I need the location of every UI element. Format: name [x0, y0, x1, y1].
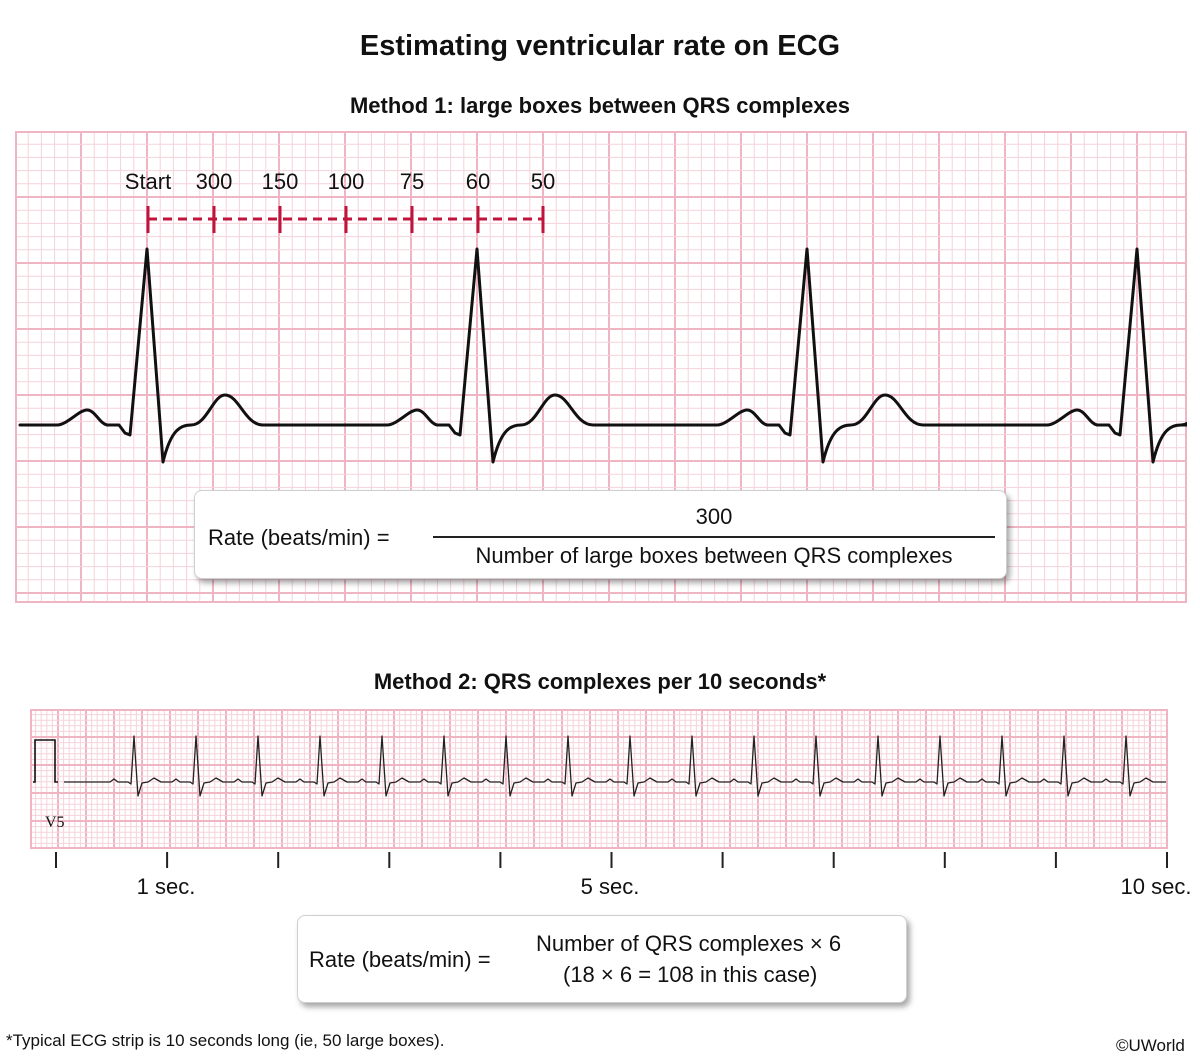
ecg-grid-rhythm: [30, 709, 1168, 849]
page-title: Estimating ventricular rate on ECG: [359, 30, 841, 62]
marker-label-60: 60: [465, 169, 491, 194]
formula1-lhs: Rate (beats/min) =: [208, 525, 390, 550]
formula2-line1: Number of QRS complexes × 6: [536, 931, 842, 956]
marker-label-50: 50: [530, 169, 556, 194]
formula1-fraction-bar: [433, 536, 995, 538]
formula1-denominator: Number of large boxes between QRS comple…: [475, 543, 953, 568]
marker-label-100: 100: [327, 169, 365, 194]
copyright: ©UWorld: [1116, 1036, 1185, 1055]
formula2-lhs: Rate (beats/min) =: [309, 947, 491, 972]
marker-label-75: 75: [399, 169, 425, 194]
method1-heading: Method 1: large boxes between QRS comple…: [349, 93, 851, 118]
grid-lines: [30, 709, 1168, 849]
seconds-timeline: [55, 852, 1168, 868]
box-count-markers: [146, 206, 545, 233]
formula-box-method2: Rate (beats/min) = Number of QRS complex…: [297, 915, 907, 1003]
ecg-strip-method2: V5: [30, 709, 1168, 849]
marker-label-300: 300: [195, 169, 233, 194]
time-label-5s: 5 sec.: [580, 874, 640, 899]
time-label-10s: 10 sec.: [1120, 874, 1192, 899]
formula2-line2: (18 × 6 = 108 in this case): [563, 962, 818, 987]
footnote: *Typical ECG strip is 10 seconds long (i…: [6, 1031, 445, 1050]
ecg-trace-rhythm: [64, 735, 1166, 797]
method2-heading: Method 2: QRS complexes per 10 seconds*: [373, 669, 827, 694]
lead-label: V5: [45, 814, 65, 831]
ecg-trace-large: [18, 247, 1187, 464]
formula-box-method1: Rate (beats/min) = 300 Number of large b…: [194, 490, 1007, 579]
formula1-numerator: 300: [695, 504, 733, 529]
marker-label-start: Start: [124, 169, 172, 194]
marker-label-150: 150: [261, 169, 299, 194]
time-label-1s: 1 sec.: [136, 874, 196, 899]
calibration-pulse: [33, 739, 58, 783]
